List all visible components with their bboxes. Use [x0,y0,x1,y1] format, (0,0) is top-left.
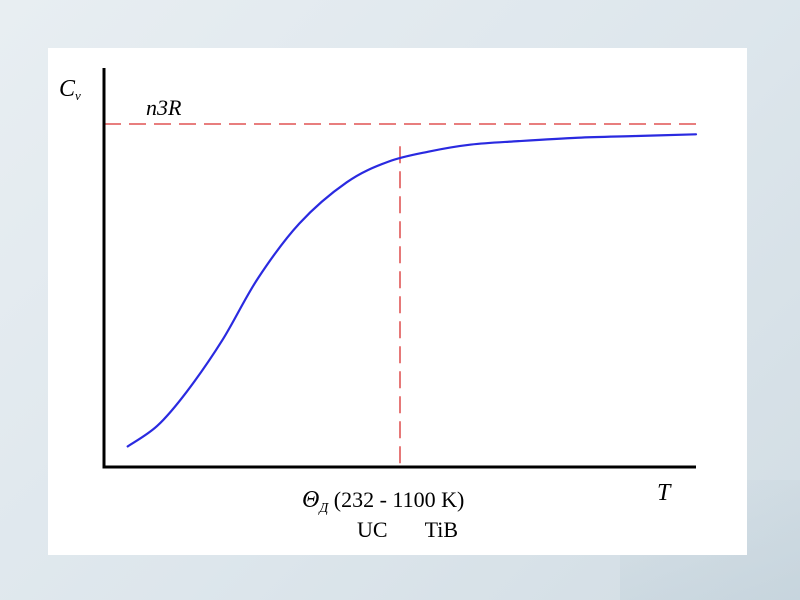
y-axis-label: Cv [59,77,81,102]
x-axis-label: T [657,480,671,506]
material-tib: TiB [424,517,459,542]
debye-symbol: Θ [302,487,320,513]
material-uc: UC [357,517,388,542]
heat-capacity-curve [126,133,698,448]
materials-label: UC TiB [357,519,458,541]
y-axis-label-sub: v [75,88,81,103]
chart-figure: Cv n3R T ΘД (232 - 1100 K) UC TiB [48,48,747,555]
asymptote-label: n3R [146,95,182,120]
debye-range: (232 - 1100 K) [333,487,465,512]
chart-canvas [102,68,698,469]
debye-temperature-label: ΘД (232 - 1100 K) [302,488,464,516]
y-axis-label-main: C [59,76,76,102]
debye-subscript: Д [319,501,329,516]
